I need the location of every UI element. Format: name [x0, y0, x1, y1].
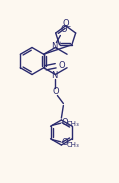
Text: N: N: [51, 42, 57, 51]
Text: O: O: [60, 25, 67, 34]
Text: −: −: [66, 23, 71, 28]
Text: N: N: [51, 71, 58, 80]
Text: CH₃: CH₃: [66, 142, 79, 148]
Text: O: O: [62, 19, 69, 28]
Text: CH₃: CH₃: [66, 121, 79, 127]
Text: +: +: [57, 41, 62, 46]
Text: O: O: [52, 87, 59, 96]
Text: O: O: [61, 138, 68, 147]
Text: O: O: [61, 118, 68, 127]
Text: O: O: [58, 61, 65, 70]
